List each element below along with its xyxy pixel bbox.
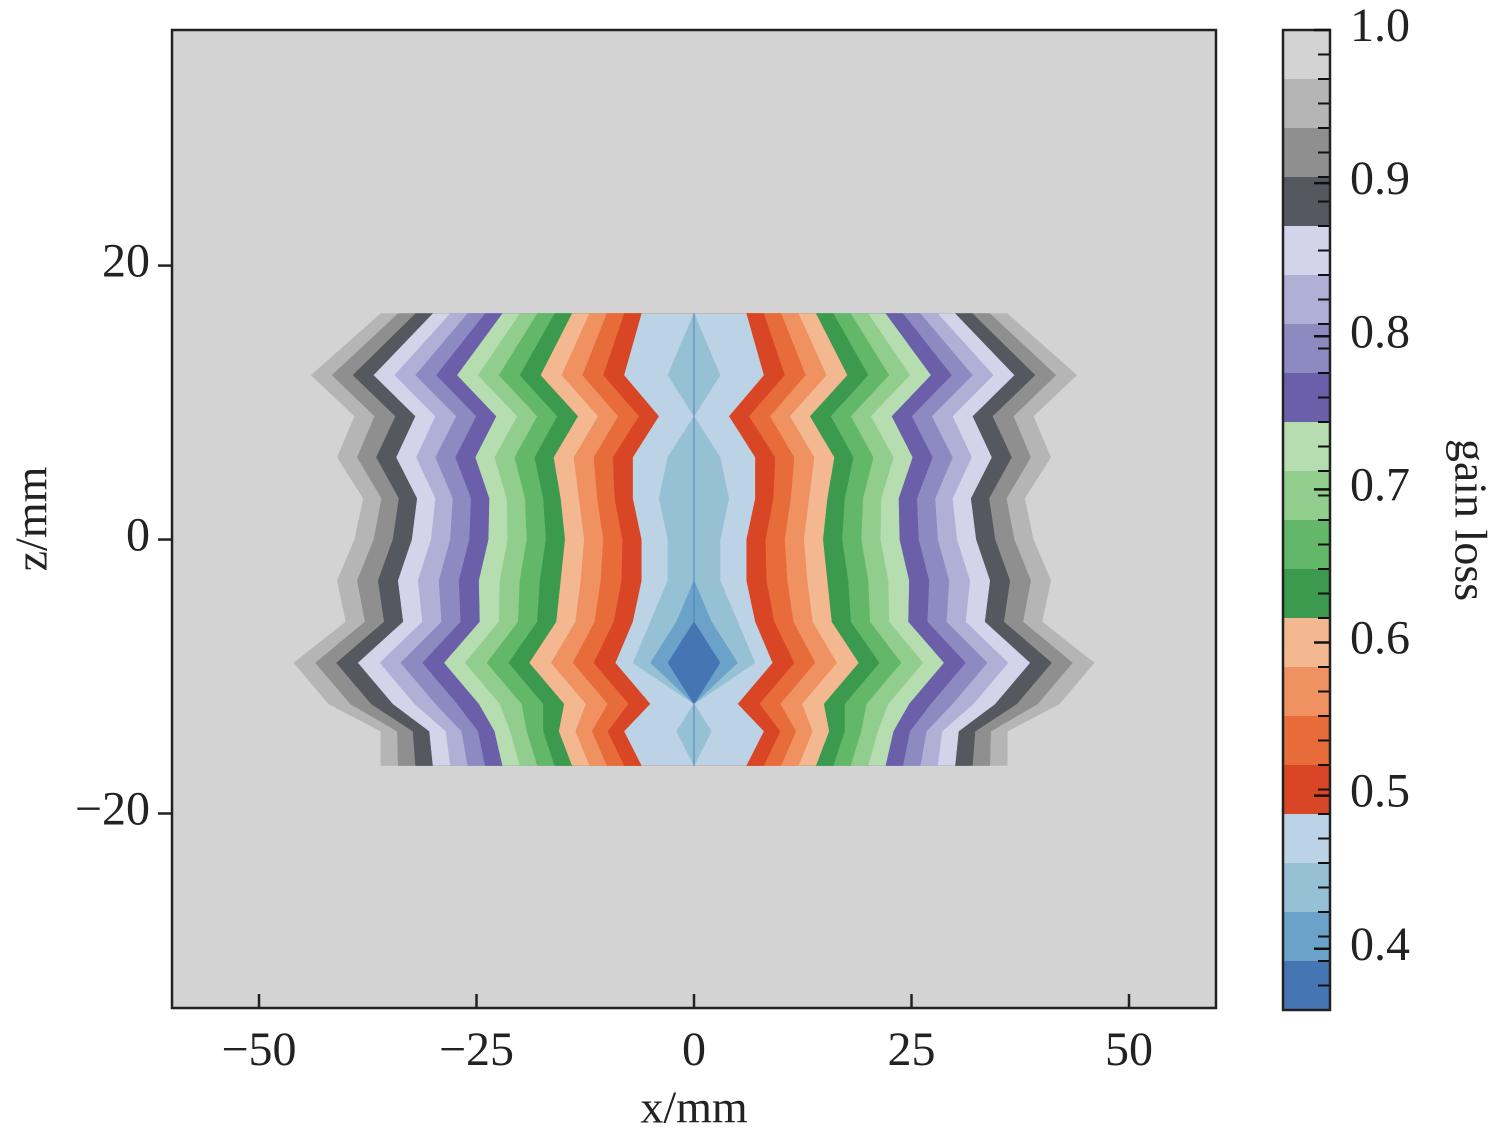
colorbar-tick-label: 1.0 [1350,0,1410,52]
contour-band [650,313,738,766]
y-tick-label: −20 [75,783,150,836]
plot-area [172,30,1216,1008]
colorbar-tick-label: 0.6 [1350,612,1410,665]
colorbar-frame [1281,28,1332,1012]
colorbar: 0.4 0.5 0.6 0.7 0.8 0.9 1.0 [1281,0,1410,1012]
contour-band [667,313,721,766]
colorbar-tick-label: 0.8 [1350,305,1410,358]
x-axis-label: x/mm [640,1082,748,1133]
colorbar-tick-label: 0.9 [1350,152,1410,205]
x-tick-label: 50 [1105,1023,1153,1076]
x-tick-label: −50 [221,1023,296,1076]
x-tick-label: 25 [888,1023,936,1076]
colorbar-label: gain loss [1445,439,1496,601]
colorbar-tick-label: 0.5 [1350,765,1410,818]
axes: −50 −25 0 25 50 −20 0 20 [75,28,1218,1076]
y-tick-label: 0 [126,509,150,562]
y-axis-label: z/mm [6,466,57,571]
colorbar-tick-label: 0.4 [1350,918,1410,971]
y-tick-label: 20 [102,235,150,288]
x-tick-label: 0 [682,1023,706,1076]
colorbar-tick-label: 0.7 [1350,458,1410,511]
x-tick-label: −25 [439,1023,514,1076]
